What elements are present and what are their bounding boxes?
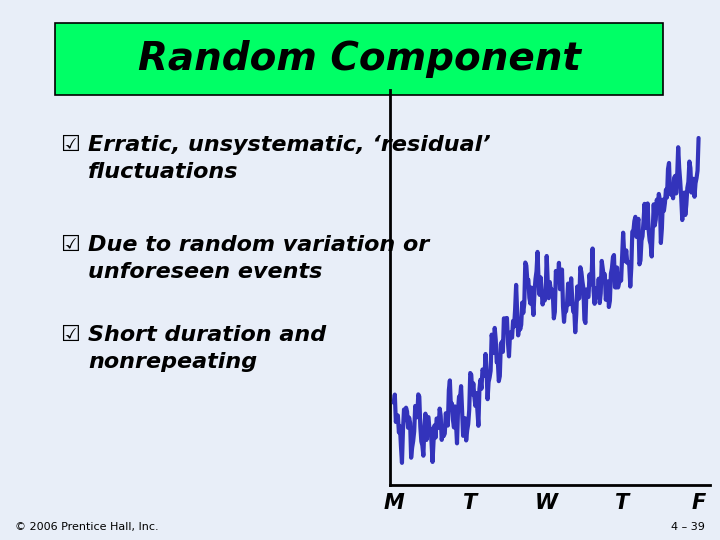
Text: Erratic, unsystematic, ‘residual’
fluctuations: Erratic, unsystematic, ‘residual’ fluctu… [88, 135, 491, 182]
Text: Random Component: Random Component [138, 40, 580, 78]
Text: ☑: ☑ [60, 325, 80, 345]
Text: ☑: ☑ [60, 135, 80, 155]
Text: Due to random variation or
unforeseen events: Due to random variation or unforeseen ev… [88, 235, 429, 282]
FancyBboxPatch shape [55, 23, 663, 95]
Text: 4 – 39: 4 – 39 [671, 522, 705, 532]
Text: Short duration and
nonrepeating: Short duration and nonrepeating [88, 325, 326, 372]
Text: © 2006 Prentice Hall, Inc.: © 2006 Prentice Hall, Inc. [15, 522, 158, 532]
Text: ☑: ☑ [60, 235, 80, 255]
